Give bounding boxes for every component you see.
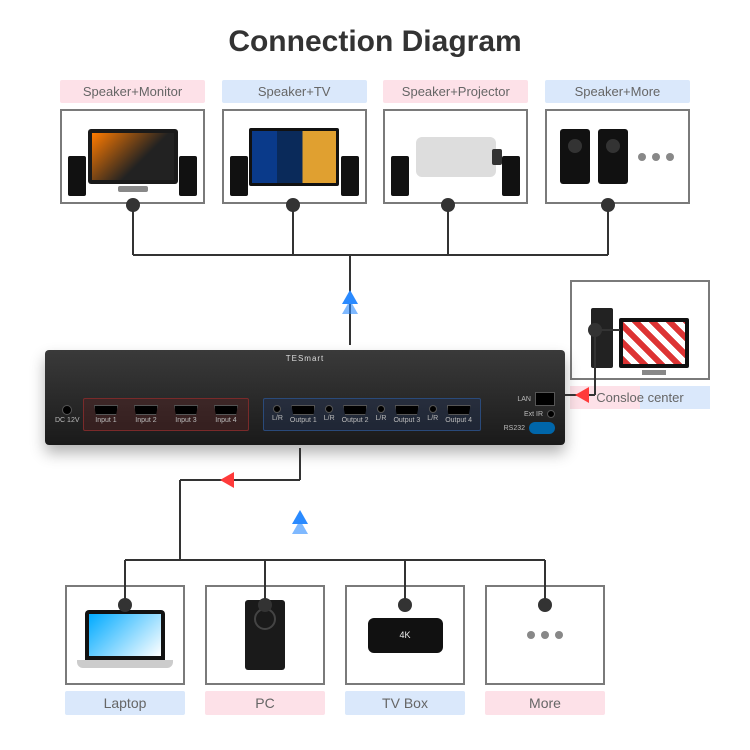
dc-label: DC 12V bbox=[55, 417, 80, 424]
port-label: Input 3 bbox=[175, 417, 196, 424]
port-label: Output 4 bbox=[445, 417, 472, 424]
port-label: Input 2 bbox=[135, 417, 156, 424]
speakers-icon bbox=[560, 129, 628, 184]
output-label: Speaker+Monitor bbox=[60, 80, 205, 103]
laptop-icon bbox=[85, 610, 165, 660]
output-label: Speaker+Projector bbox=[383, 80, 528, 103]
output-card-monitor: Speaker+Monitor bbox=[60, 80, 205, 204]
input-card-laptop: Laptop bbox=[65, 585, 185, 715]
outputs-row: Speaker+Monitor Speaker+TV Speaker+Proje… bbox=[60, 80, 690, 204]
port-label: L/R bbox=[376, 415, 387, 422]
inputs-row: Laptop PC 4K TV Box More bbox=[65, 585, 605, 715]
pc-icon bbox=[245, 600, 285, 670]
output-label: Speaker+TV bbox=[222, 80, 367, 103]
port-label: Output 3 bbox=[393, 417, 420, 424]
pc-monitor-icon bbox=[619, 318, 689, 368]
switcher-output-zone: L/R Output 1 L/R Output 2 L/R Output 3 L… bbox=[263, 398, 481, 431]
port-label: L/R bbox=[272, 415, 283, 422]
output-card-projector: Speaker+Projector bbox=[383, 80, 528, 204]
lan-port-icon bbox=[535, 392, 555, 406]
projector-icon bbox=[416, 137, 496, 177]
speaker-icon bbox=[179, 156, 197, 196]
switcher-brand: TESmart bbox=[286, 354, 325, 363]
console-box bbox=[570, 280, 710, 380]
dc-jack: DC 12V bbox=[55, 405, 80, 424]
port-label: Input 4 bbox=[215, 417, 236, 424]
page-title: Connection Diagram bbox=[0, 0, 750, 59]
port-label: Output 2 bbox=[342, 417, 369, 424]
input-label: TV Box bbox=[345, 691, 465, 715]
monitor-icon bbox=[88, 129, 178, 184]
tvbox-icon: 4K bbox=[368, 618, 443, 653]
input-card-tvbox: 4K TV Box bbox=[345, 585, 465, 715]
rs232-port-icon bbox=[529, 422, 555, 434]
input-label: PC bbox=[205, 691, 325, 715]
input-card-more: More bbox=[485, 585, 605, 715]
more-dots-icon bbox=[527, 631, 563, 639]
switcher-control-zone: LAN Ext IR RS232 bbox=[504, 392, 555, 434]
more-dots-icon bbox=[638, 153, 674, 161]
output-card-more: Speaker+More bbox=[545, 80, 690, 204]
matrix-switcher: TESmart DC 12V Input 1 Input 2 Input 3 I… bbox=[45, 350, 565, 445]
output-box bbox=[222, 109, 367, 204]
output-label: Speaker+More bbox=[545, 80, 690, 103]
ir-jack-icon bbox=[547, 410, 555, 418]
output-box bbox=[383, 109, 528, 204]
speaker-icon bbox=[502, 156, 520, 196]
tv-icon bbox=[249, 128, 339, 186]
input-card-pc: PC bbox=[205, 585, 325, 715]
port-label: L/R bbox=[427, 415, 438, 422]
console-label: Consloe center bbox=[570, 386, 710, 409]
speaker-icon bbox=[341, 156, 359, 196]
output-card-tv: Speaker+TV bbox=[222, 80, 367, 204]
rs232-label: RS232 bbox=[504, 425, 525, 432]
console-card: Consloe center bbox=[570, 280, 710, 409]
output-box bbox=[545, 109, 690, 204]
port-label: L/R bbox=[324, 415, 335, 422]
port-label: Input 1 bbox=[95, 417, 116, 424]
input-label: Laptop bbox=[65, 691, 185, 715]
speaker-icon bbox=[68, 156, 86, 196]
input-label: More bbox=[485, 691, 605, 715]
switcher-input-zone: Input 1 Input 2 Input 3 Input 4 bbox=[83, 398, 249, 431]
ir-label: Ext IR bbox=[524, 411, 543, 418]
pc-tower-icon bbox=[591, 308, 613, 368]
output-box bbox=[60, 109, 205, 204]
lan-label: LAN bbox=[517, 396, 531, 403]
port-label: Output 1 bbox=[290, 417, 317, 424]
speaker-icon bbox=[230, 156, 248, 196]
speaker-icon bbox=[391, 156, 409, 196]
